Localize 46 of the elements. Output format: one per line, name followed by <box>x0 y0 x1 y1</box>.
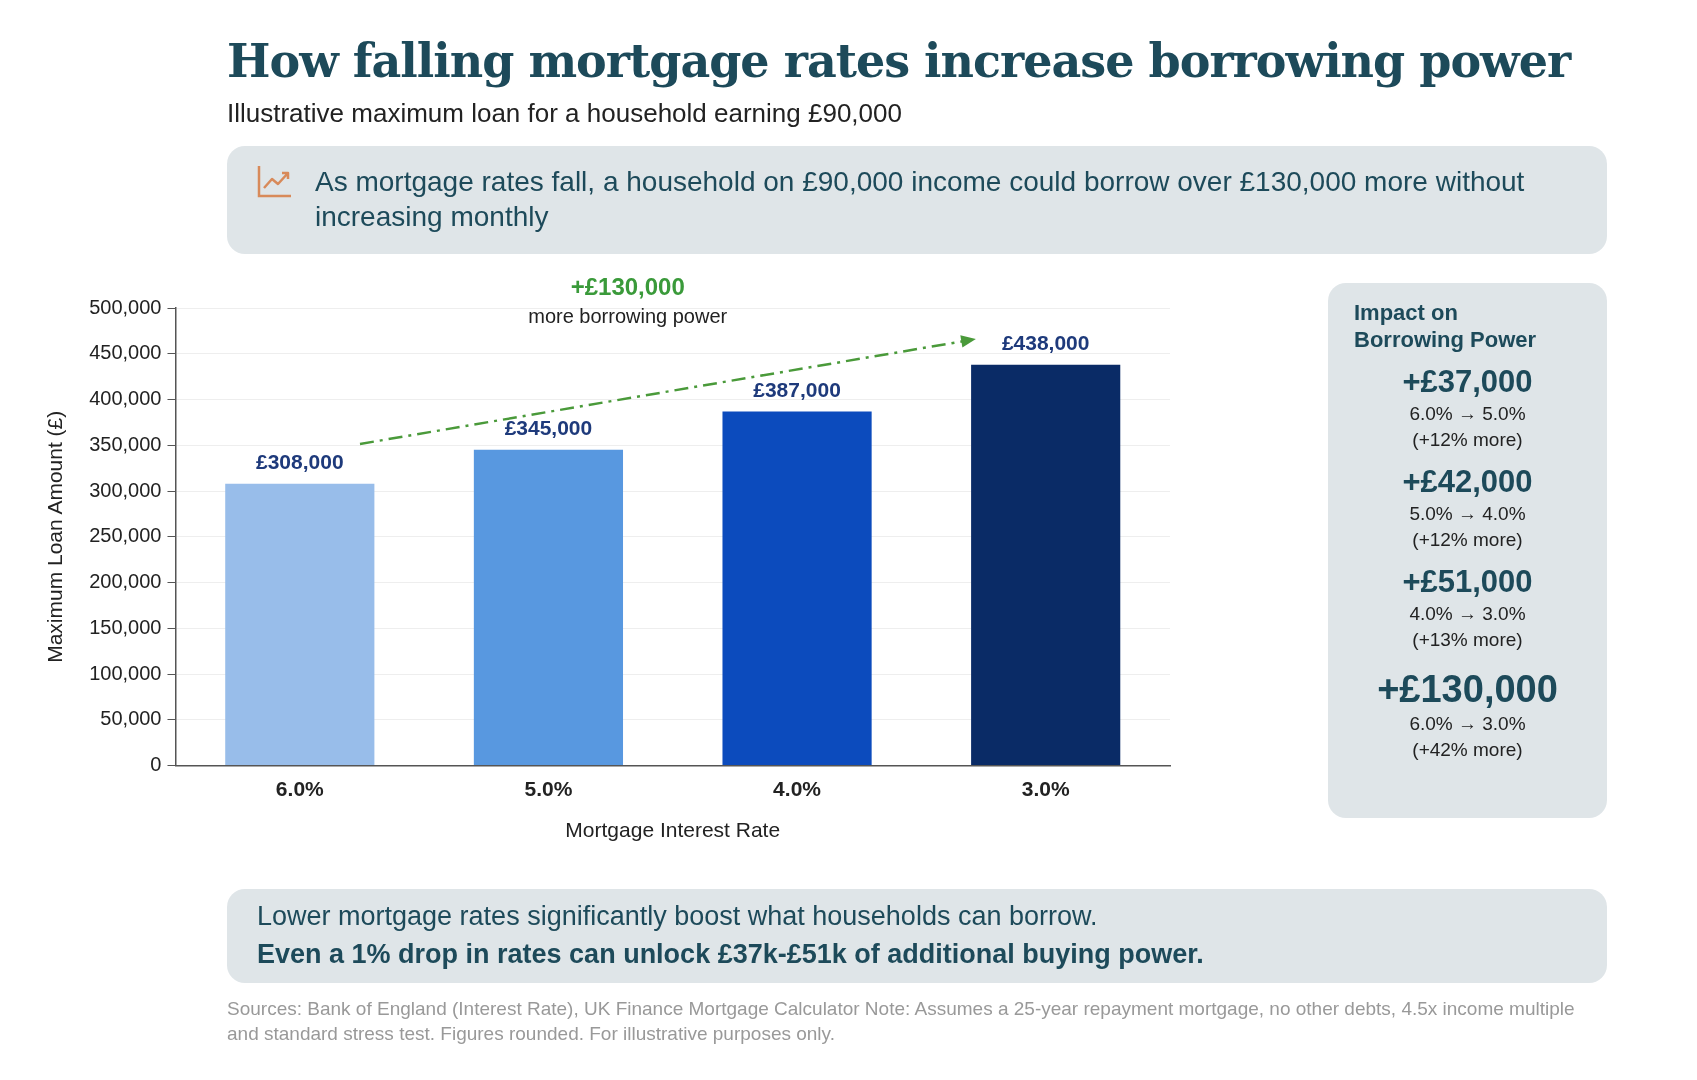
x-axis-title: Mortgage Interest Rate <box>565 818 781 842</box>
text: 6.0% → 3.0% <box>1408 712 1527 736</box>
x-tick-label: 5.0% <box>524 777 573 800</box>
x-tick-label: 4.0% <box>773 777 822 800</box>
annotation: more borrowing power <box>528 305 728 328</box>
bar <box>971 364 1121 766</box>
chart-subtitle: Illustrative maximum loan for a household earning £90,000 <box>227 98 902 129</box>
y-tick-label: 500,000 <box>89 295 162 318</box>
data-label: £438,000 <box>1001 331 1090 355</box>
text: 5.0% → 4.0% <box>1408 502 1527 526</box>
y-tick-label: 250,000 <box>89 524 162 547</box>
text: (+12% more) <box>1411 528 1524 552</box>
y-tick-label: 150,000 <box>89 615 162 638</box>
x-tick-label: 3.0% <box>1021 777 1070 800</box>
text: +£42,000 <box>1401 463 1534 501</box>
text: 4.0% → 3.0% <box>1408 602 1527 626</box>
data-label: £345,000 <box>504 416 593 440</box>
y-axis-title: Maximum Loan Amount (£) <box>43 410 67 663</box>
bar <box>225 483 375 766</box>
text: Even a 1% drop in rates can unlock £37k-£51k of additional buying power. <box>257 939 1204 970</box>
y-tick-label: 50,000 <box>100 707 162 730</box>
source-note: Sources: Bank of England (Interest Rate), UK Finance Mortgage Calculator Note: Assumes a 25-year repayment mortgage, no other debts, 4.5x income multiple and standard stress test. Figures rounded. For illustrative purposes only. <box>227 997 1576 1046</box>
bar <box>722 411 872 766</box>
text: (+12% more) <box>1411 428 1524 452</box>
data-label: £308,000 <box>256 450 344 474</box>
y-tick-label: 100,000 <box>89 661 162 684</box>
text: As mortgage rates fall, a household on £90,000 income could borrow over £130,000 more without increasing monthly <box>315 165 1526 234</box>
y-tick-label: 350,000 <box>89 432 162 455</box>
x-tick-label: 6.0% <box>275 777 325 800</box>
y-tick-label: 400,000 <box>89 387 162 410</box>
text: (+13% more) <box>1411 628 1524 652</box>
text: 6.0% → 5.0% <box>1408 402 1527 426</box>
text: +£130,000 <box>1376 667 1559 711</box>
bar <box>473 449 624 766</box>
y-tick-label: 0 <box>150 753 162 776</box>
chart-title: How falling mortgage rates increase borrowing power <box>227 34 1571 88</box>
y-tick-label: 300,000 <box>89 478 162 501</box>
text: +£37,000 <box>1401 363 1534 401</box>
text: +£130,000 <box>569 273 686 301</box>
y-tick-label: 450,000 <box>89 341 162 364</box>
text: Lower mortgage rates significantly boost what households can borrow. <box>257 901 1098 932</box>
text: (+42% more) <box>1411 738 1524 762</box>
text: Impact on Borrowing Power <box>1354 299 1538 353</box>
data-label: £387,000 <box>753 377 841 401</box>
text: +£51,000 <box>1401 563 1534 601</box>
y-tick-label: 200,000 <box>89 570 162 593</box>
